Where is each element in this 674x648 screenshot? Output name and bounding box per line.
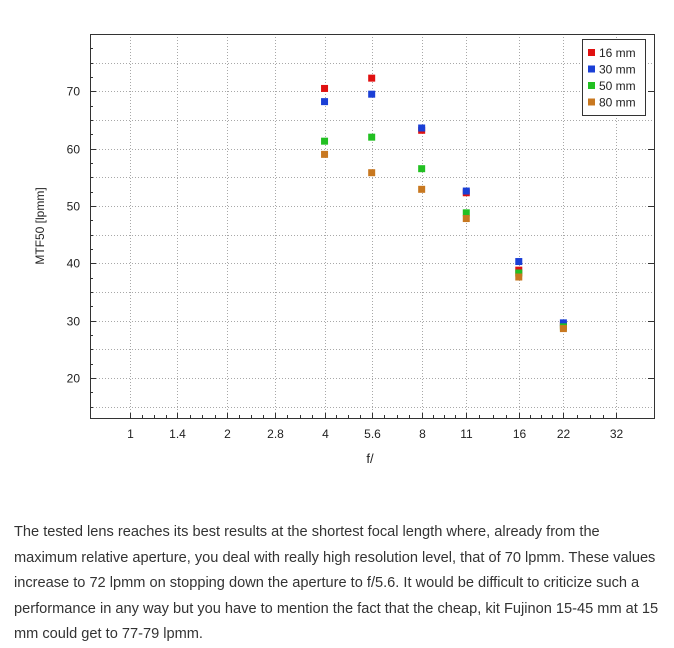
data-point xyxy=(462,215,470,223)
data-point xyxy=(321,150,329,158)
data-point xyxy=(368,169,376,177)
data-point xyxy=(368,90,376,98)
x-tick-label: 2 xyxy=(224,427,231,441)
y-tick-label: 40 xyxy=(67,257,81,271)
legend-label: 80 mm xyxy=(599,96,636,110)
x-tick-label: 2.8 xyxy=(267,427,284,441)
data-point xyxy=(462,187,470,195)
y-tick-label: 30 xyxy=(67,315,81,329)
plot-frame xyxy=(90,34,655,419)
data-point xyxy=(321,137,329,145)
x-tick-label: 1 xyxy=(127,427,134,441)
data-point xyxy=(368,133,376,141)
data-points xyxy=(321,74,567,333)
data-point xyxy=(559,319,567,327)
y-tick-label: 50 xyxy=(67,200,81,214)
legend-swatch xyxy=(588,49,595,56)
y-tick-label: 70 xyxy=(67,85,81,99)
x-tick-label: 16 xyxy=(513,427,527,441)
legend-swatch xyxy=(588,65,595,73)
y-tick-label: 60 xyxy=(67,143,81,157)
data-point xyxy=(418,185,426,193)
x-tick-label: 4 xyxy=(322,427,329,441)
data-point xyxy=(515,273,523,281)
data-point xyxy=(418,165,426,173)
data-point xyxy=(321,98,329,106)
data-point xyxy=(368,74,376,82)
data-point xyxy=(559,325,567,333)
data-point xyxy=(515,269,523,277)
y-tick-label: 20 xyxy=(67,372,81,386)
x-tick-label: 8 xyxy=(419,427,426,441)
x-tick-label: 32 xyxy=(610,427,624,441)
x-tick-label: 22 xyxy=(557,427,571,441)
data-point xyxy=(515,258,523,266)
legend-label: 16 mm xyxy=(599,46,636,60)
caption-text: The tested lens reaches its best results… xyxy=(14,524,659,642)
y-axis-label: MTF50 [lpmm] xyxy=(33,187,47,264)
legend-label: 50 mm xyxy=(599,79,636,93)
x-axis-label: f/ xyxy=(366,451,374,466)
legend-swatch xyxy=(588,82,595,89)
x-tick-label: 5.6 xyxy=(364,427,381,441)
legend-label: 30 mm xyxy=(599,63,636,77)
mtf50-chart: 1 1.4 2 2.8 4 5.6 8 11 16 22 32 20 30 40 50 60 70 16 mm 3… xyxy=(33,34,655,466)
data-point xyxy=(321,84,329,92)
data-point xyxy=(418,124,426,132)
data-point xyxy=(462,209,470,217)
axis-ticks: 1 1.4 2 2.8 4 5.6 8 11 16 22 32 20 30 40 50 60 70 xyxy=(67,48,654,441)
x-tick-label: 1.4 xyxy=(169,427,186,441)
x-tick-label: 11 xyxy=(460,427,473,441)
legend: 16 mm 30 mm 50 mm 80 mm xyxy=(582,39,646,116)
legend-swatch xyxy=(588,98,595,106)
